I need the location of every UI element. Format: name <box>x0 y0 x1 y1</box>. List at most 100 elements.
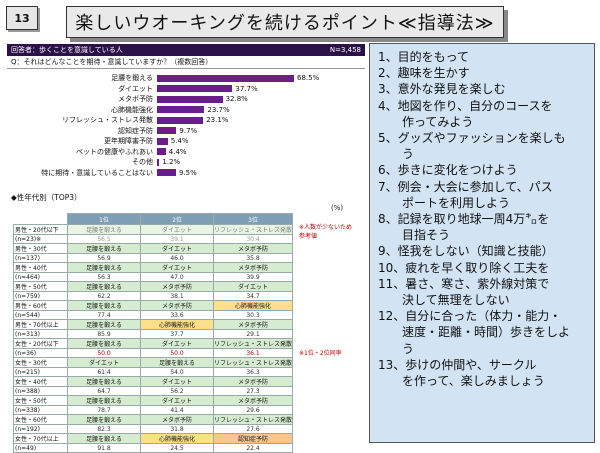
bar <box>157 169 176 176</box>
age-group-table: 1位 2位 3位 男性・20代以下 足腰を鍛える ダイエット リフレッシュ・ストレス発… <box>13 213 294 453</box>
bar <box>157 85 233 92</box>
rank-value: 35.8 <box>212 253 294 263</box>
bar-label: 特に期待・意識していることはない <box>41 168 153 177</box>
survey-header: 回答者：歩くことを意識している人 N=3,458 <box>7 44 365 56</box>
point-line: ポートを利用しよう <box>378 195 511 210</box>
rank-value: 39.1 <box>140 234 214 244</box>
rank-item: メタボ予防 <box>212 262 294 273</box>
point-line: う <box>378 341 415 356</box>
rank-item: 足腰を鍛える <box>67 281 141 292</box>
rank-value: 85.9 <box>67 329 141 339</box>
rank-item: リフレッシュ・ストレス発散 <box>212 357 294 368</box>
rank-value: 54.0 <box>140 367 214 377</box>
bar <box>157 127 177 134</box>
rank-item: 足腰を鍛える <box>67 395 141 406</box>
rank-value: 36.3 <box>212 367 294 377</box>
point-line: 11、暑さ、寒さ、紫外線対策で <box>378 276 550 291</box>
point-line: 8、記録を取り地球一周4万㌔を <box>378 212 550 227</box>
rank-value: 27.6 <box>212 424 294 434</box>
rank-value: 41.4 <box>140 405 214 415</box>
point-line: 7、例会・大会に参加して、パス <box>378 179 553 194</box>
rank-value: 33.6 <box>140 310 214 320</box>
rank-item: ダイエット <box>140 395 214 406</box>
rank-value: 56.5 <box>67 234 141 244</box>
rank-item: 足腰を鍛える <box>67 338 141 349</box>
rank-value: 56.9 <box>67 253 141 263</box>
bar-value: 32.8% <box>225 95 248 103</box>
point-line: 9、怪我をしない（知識と技能） <box>378 244 554 259</box>
bar <box>157 116 204 124</box>
rank-item: 心肺機能強化 <box>140 433 214 444</box>
rank-value: 61.4 <box>67 367 141 377</box>
group-label: 女性・60代 <box>13 414 68 425</box>
group-sample-size: (n=36) <box>13 348 68 358</box>
small-sample-note: ※人数が少ないため参考値 <box>299 224 353 240</box>
group-label: 男性・60代 <box>13 300 68 311</box>
point-line: 1、目的をもって <box>378 50 470 64</box>
rank-item: ダイエット <box>140 376 214 387</box>
bar <box>157 137 168 145</box>
bar-chart: 足腰を鍛える 68.5% ダイエット 37.7% メタボ予防 32.8% 心肺機能強化 23.… <box>7 69 365 179</box>
bar-label: 更年期障害予防 <box>104 137 153 145</box>
rank-item: 足腰を鍛える <box>67 300 141 311</box>
bar-label: メタボ予防 <box>118 95 153 103</box>
bar <box>157 148 166 155</box>
respondent-label: 回答者：歩くことを意識している人 <box>11 46 123 54</box>
bar-value: 9.7% <box>179 126 198 135</box>
point-line: 3、意外な発見を楽しむ <box>378 82 506 97</box>
bar-value: 4.4% <box>168 147 187 156</box>
point-line: 目指そう <box>378 228 451 243</box>
rank-value: 36.1 <box>212 348 294 358</box>
group-sample-size: (n=338) <box>13 405 68 415</box>
rank-item: ダイエット <box>67 357 141 368</box>
bar-row: リフレッシュ・ストレス発散 23.1% <box>7 115 365 125</box>
point-line: 速度・距離・時間）歩きをしよ <box>378 325 571 340</box>
rank-item: 足腰を鍛える <box>67 414 141 425</box>
bar-value: 23.1% <box>206 116 229 124</box>
bar-row: 特に期待・意識していることはない 9.5% <box>7 168 365 178</box>
rank-item: メタボ予防 <box>212 243 294 254</box>
rank-item: 心肺機能強化 <box>212 300 294 311</box>
bar-value: 37.7% <box>235 84 258 93</box>
bar-label: ダイエット <box>118 84 153 93</box>
points-list: 1、目的をもって 2、趣味を生かす 3、意外な発見を楽しむ 4、地図を作り、自分のコー… <box>369 43 595 443</box>
rank-value: 27.3 <box>212 386 294 396</box>
group-sample-size: (n=137) <box>13 253 68 263</box>
column-header-2: 2位 <box>140 213 214 225</box>
rank-item: 足腰を鍛える <box>67 376 141 387</box>
rank-item: ダイエット <box>140 262 214 273</box>
rank-value: 31.8 <box>140 424 214 434</box>
group-sample-size: (n=313) <box>13 329 68 339</box>
survey-question: Q：それはどんなことを期待・意識していますか？（複数回答） <box>7 56 365 69</box>
point-line: 4、地図を作り、自分のコースを <box>378 98 553 113</box>
group-sample-size: (n=23)※ <box>13 234 68 244</box>
bar-label: リフレッシュ・ストレス発散 <box>62 116 153 124</box>
bar <box>157 158 160 166</box>
rank-value: 37.7 <box>140 329 214 339</box>
rank-value: 50.0 <box>140 348 214 358</box>
rank-item: リフレッシュ・ストレス発散 <box>212 414 294 425</box>
rank-item: ダイエット <box>140 243 214 254</box>
group-label: 女性・20代以下 <box>13 338 68 349</box>
bar <box>157 95 223 103</box>
rank-value: 30.3 <box>212 310 294 320</box>
group-sample-size: (n=464) <box>13 272 68 282</box>
point-line: 12、自分に合った（体力・能力・ <box>378 309 562 324</box>
point-line: う <box>378 147 415 162</box>
point-line: 決して無理をしない <box>378 293 510 308</box>
group-sample-size: (n=49) <box>13 443 68 453</box>
bar-row: ペットの健康やふれあい 4.4% <box>7 147 365 157</box>
group-label: 男性・70代以上 <box>13 319 68 330</box>
slide-number: 13 <box>6 6 38 30</box>
point-line: 5、グッズやファッションを楽しも <box>378 131 566 146</box>
rank-item: 心肺機能強化 <box>140 319 214 330</box>
group-label: 女性・30代 <box>13 357 68 368</box>
group-sample-size: (n=759) <box>13 291 68 301</box>
rank-value: 50.0 <box>67 348 141 358</box>
unit-label: (%) <box>331 204 344 212</box>
rank-item: メタボ予防 <box>212 376 294 387</box>
group-label: 男性・50代 <box>13 281 68 292</box>
group-sample-size: (n=544) <box>13 310 68 320</box>
bar-row: 足腰を鍛える 68.5% <box>7 73 365 83</box>
rank-value: 78.7 <box>67 405 141 415</box>
